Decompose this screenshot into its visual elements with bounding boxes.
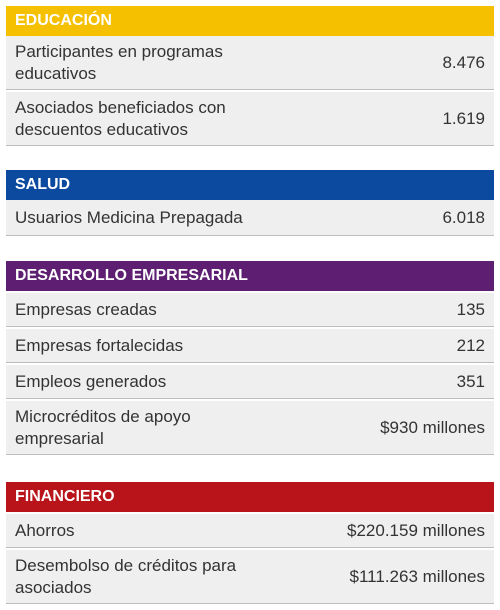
row-value: 212 (456, 335, 485, 355)
table-row: Ahorros $220.159 millones (6, 514, 494, 548)
row-label: Empresas creadas (15, 299, 157, 319)
row-label: Ahorros (15, 520, 75, 540)
table-row: Empleos generados 351 (6, 365, 494, 399)
table-row: Participantes en programas educativos 8.… (6, 36, 494, 90)
table-row: Usuarios Medicina Prepagada 6.018 (6, 200, 494, 236)
row-value: $111.263 millones (349, 566, 485, 586)
row-value: 8.476 (442, 52, 485, 72)
table-row: Microcréditos de apoyo empresarial $930 … (6, 401, 494, 455)
section-header-salud: SALUD (6, 170, 494, 200)
section-header-financiero: FINANCIERO (6, 482, 494, 512)
section-desarrollo-empresarial: DESARROLLO EMPRESARIAL Empresas creadas … (6, 261, 494, 455)
row-value: 1.619 (442, 108, 485, 128)
section-header-desarrollo: DESARROLLO EMPRESARIAL (6, 261, 494, 291)
table-row: Empresas fortalecidas 212 (6, 329, 494, 363)
table-row: Desembolso de créditos para asociados $1… (6, 550, 494, 604)
row-value: 6.018 (442, 207, 485, 227)
row-value: $930 millones (380, 417, 485, 437)
row-label: Usuarios Medicina Prepagada (15, 207, 243, 227)
row-value: $220.159 millones (347, 520, 485, 540)
section-salud: SALUD Usuarios Medicina Prepagada 6.018 (6, 170, 494, 236)
table-row: Empresas creadas 135 (6, 293, 494, 327)
row-value: 351 (456, 371, 485, 391)
row-label: Participantes en programas educativos (15, 41, 223, 83)
section-header-educacion: EDUCACIÓN (6, 6, 494, 36)
row-label: Microcréditos de apoyo empresarial (15, 406, 191, 448)
section-financiero: FINANCIERO Ahorros $220.159 millones Des… (6, 482, 494, 604)
row-label: Empresas fortalecidas (15, 335, 184, 355)
section-educacion: EDUCACIÓN Participantes en programas edu… (6, 6, 494, 146)
row-label: Desembolso de créditos para asociados (15, 555, 237, 597)
row-label: Empleos generados (15, 371, 167, 391)
row-label: Asociados beneficiados con descuentos ed… (15, 97, 226, 139)
row-value: 135 (456, 299, 485, 319)
table-row: Asociados beneficiados con descuentos ed… (6, 92, 494, 146)
